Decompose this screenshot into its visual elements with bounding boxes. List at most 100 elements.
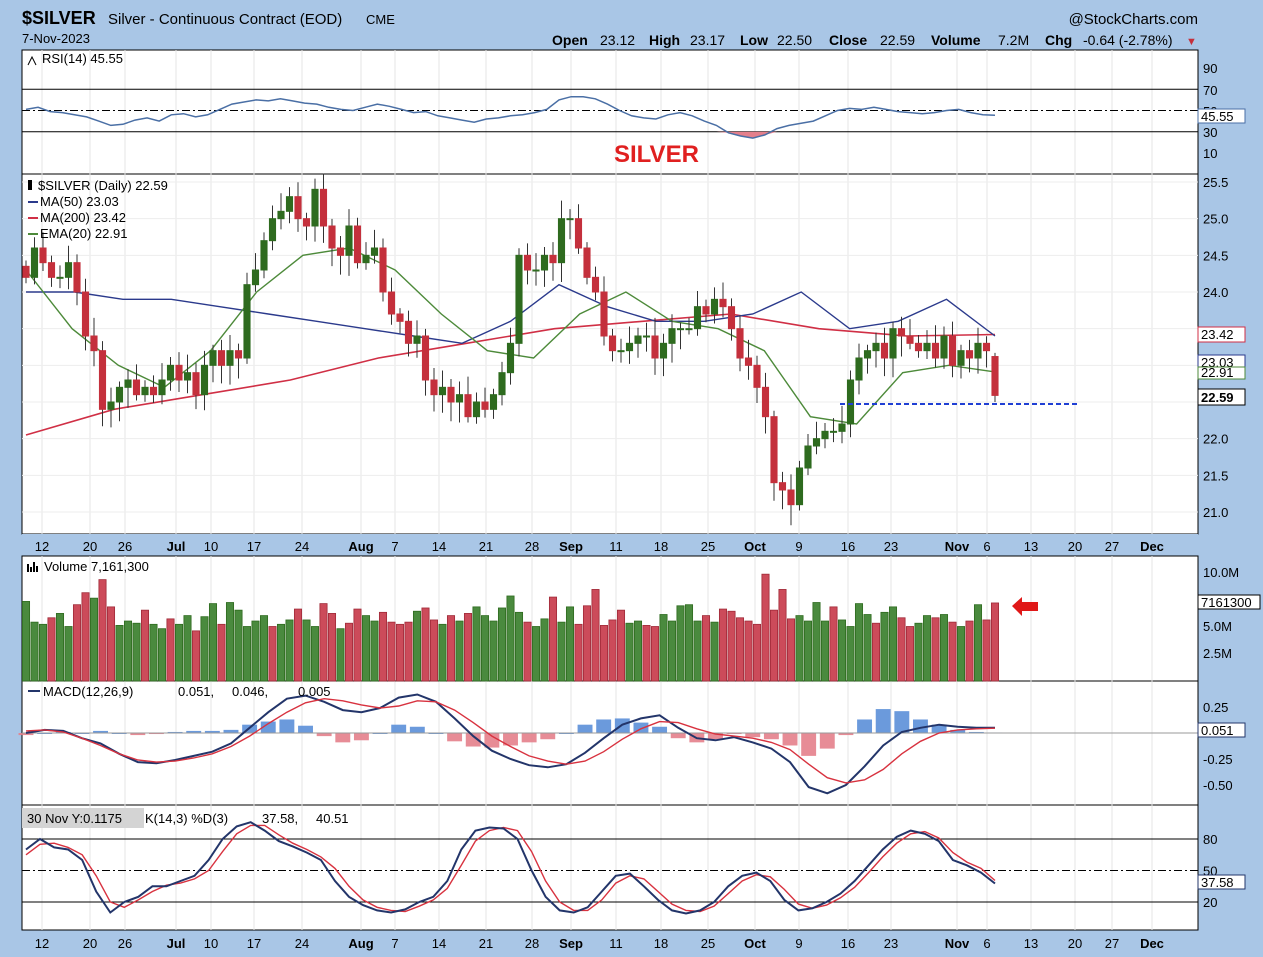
candle-body — [217, 350, 226, 366]
candle-body — [294, 196, 302, 220]
volume-bar — [761, 573, 770, 682]
macd-histogram-bar — [260, 721, 276, 733]
symbol-description: Silver - Continuous Contract (EOD) — [108, 11, 342, 28]
rsi-legend-swatch-icon — [27, 55, 37, 66]
x-tick-label-bottom: Dec — [1140, 936, 1164, 951]
x-tick-label-bottom: 17 — [247, 936, 261, 951]
volume-bar — [89, 597, 99, 682]
macd-y-tick: -0.25 — [1203, 752, 1233, 767]
candle-body — [336, 247, 345, 256]
volume-bar — [438, 623, 447, 682]
rsi-y-tick: 70 — [1203, 83, 1217, 98]
macd-histogram-bar — [950, 729, 966, 733]
symbol-title: $SILVER — [22, 8, 96, 28]
stoch-k-line — [25, 821, 996, 915]
candle-body — [319, 188, 328, 227]
macd-histogram-bar — [819, 733, 835, 749]
candle-body — [515, 254, 523, 344]
volume-bar — [497, 607, 507, 682]
stoch-k-legend-value: 37.58, — [262, 811, 298, 826]
volume-bar — [225, 602, 235, 682]
volume-bar — [327, 613, 337, 682]
volume-bar — [480, 615, 490, 682]
volume-bar — [897, 617, 906, 682]
volume-bar — [863, 614, 872, 682]
candle-body — [362, 254, 370, 264]
rsi-y-tick: 30 — [1203, 125, 1217, 140]
price-panel — [21, 173, 1199, 535]
candle-body — [234, 350, 243, 359]
macd-histogram-bar — [279, 719, 295, 733]
x-axis-layer: 12 12 20 20 26 26 Jul Jul 10 10 17 17 24 24 Aug Aug 7 7 14… — [35, 539, 1164, 951]
x-tick-label-top: 16 — [841, 539, 855, 554]
macd-histogram-bar — [596, 719, 612, 733]
ema20-value-tag-box — [1197, 366, 1246, 380]
volume-bar — [718, 608, 728, 682]
candle-body — [889, 328, 897, 359]
macd-histogram-bar — [801, 733, 817, 756]
volume-layer — [21, 573, 1000, 682]
volume-bar — [914, 622, 923, 682]
macd-histogram-bar — [577, 724, 593, 733]
candle-body — [710, 298, 719, 315]
x-tick-label-top: 25 — [701, 539, 715, 554]
volume-bar — [659, 614, 668, 682]
candle-body — [931, 342, 940, 359]
volume-bar — [778, 589, 787, 682]
high-label: High — [649, 32, 680, 48]
macd-legend: MACD(12,26,9) 0.051, 0.046, 0.005 — [28, 684, 331, 699]
candle-body — [251, 269, 260, 286]
candle-body — [73, 262, 81, 293]
rsi-line — [25, 95, 996, 139]
candle-body — [957, 350, 965, 366]
volume-bar — [64, 626, 73, 682]
x-tick-label-bottom: 7 — [391, 936, 398, 951]
x-tick-label-top: 9 — [795, 539, 802, 554]
exchange-label: CME — [366, 12, 395, 27]
candle-body — [880, 342, 889, 359]
x-tick-label-bottom: 13 — [1024, 936, 1038, 951]
candle-body — [787, 489, 795, 506]
ma50-legend-label: MA(50) 23.03 — [40, 194, 119, 209]
candle-body — [353, 225, 362, 264]
candle-body — [625, 342, 634, 352]
macd-histogram-bar — [633, 722, 649, 733]
rsi-y-tick: 90 — [1203, 61, 1217, 76]
low-label: Low — [740, 32, 768, 48]
x-tick-label-top: Aug — [348, 539, 373, 554]
candle-body — [115, 386, 124, 403]
macd-layer — [18, 693, 1198, 795]
x-tick-label-top: Nov — [945, 539, 970, 554]
candle-body — [149, 386, 158, 396]
volume-bar — [854, 603, 864, 682]
volume-bar — [446, 615, 456, 682]
x-tick-label-bottom: 16 — [841, 936, 855, 951]
volume-bar — [140, 609, 150, 682]
volume-bar — [931, 617, 940, 682]
volume-bar — [701, 615, 711, 682]
volume-bar — [837, 619, 847, 682]
volume-bar — [200, 616, 209, 682]
volume-bar — [353, 608, 362, 682]
price-y-tick: 22.0 — [1203, 432, 1228, 447]
candle-body — [846, 379, 855, 425]
candle-body — [974, 342, 982, 359]
brand-watermark[interactable]: @StockCharts.com — [1069, 11, 1198, 28]
candle-body — [464, 394, 472, 418]
candle-body — [107, 401, 115, 410]
volume-bar — [591, 589, 600, 682]
chg-value: -0.64 (-2.78%) — [1083, 32, 1172, 48]
candle-body — [821, 430, 829, 440]
candle-body — [914, 342, 923, 352]
ma200-value-tag-box — [1197, 326, 1246, 343]
volume-bar — [455, 620, 464, 682]
candle-body — [413, 335, 421, 344]
macd-histogram-bar — [316, 733, 332, 737]
chart-date: 7-Nov-2023 — [22, 31, 90, 46]
candle-body — [634, 335, 642, 344]
volume-bar — [387, 621, 396, 682]
candle-body — [659, 342, 668, 359]
candle-body — [991, 356, 999, 396]
macd-value-tag: 0.051 — [1201, 723, 1234, 738]
price-y-tick: 25.0 — [1203, 212, 1228, 227]
